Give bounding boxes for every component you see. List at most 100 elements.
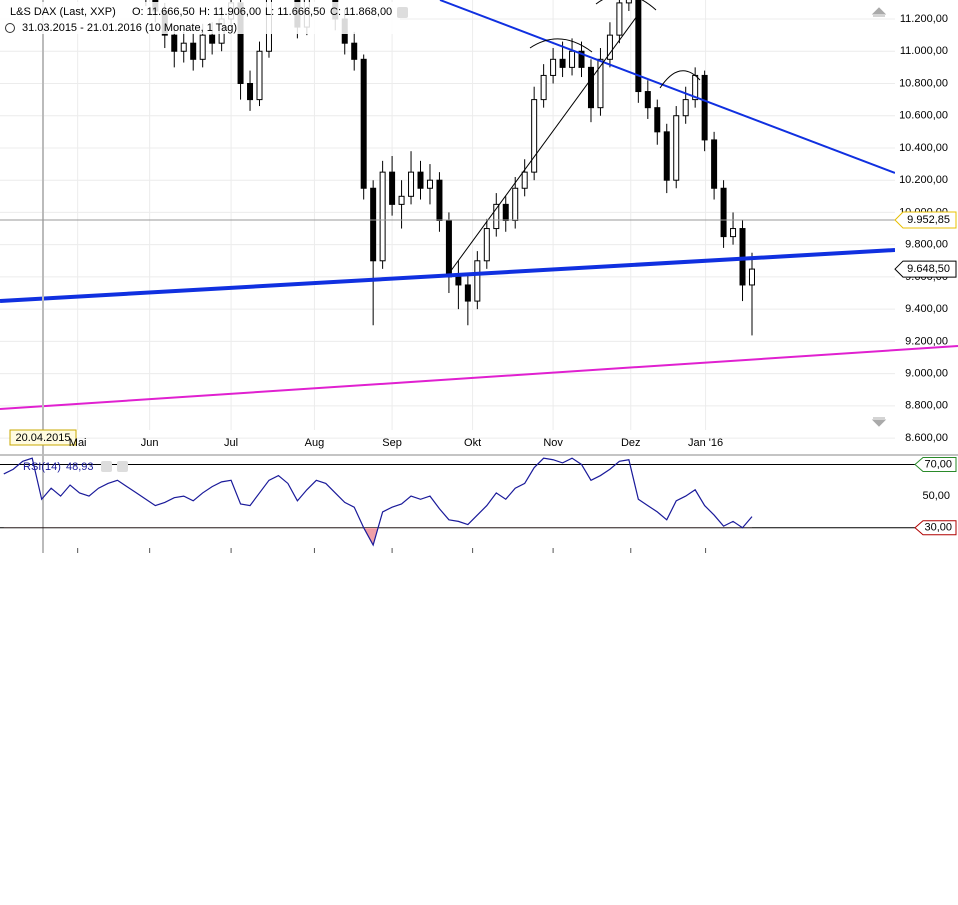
trend-line <box>439 0 895 174</box>
y-tick-label: 9.000,00 <box>905 368 948 380</box>
y-tick-label: 8.800,00 <box>905 400 948 412</box>
rsi-title: RSI(14) <box>23 461 61 473</box>
y-tick-label: 11.200,00 <box>900 13 948 25</box>
y-tick-label: 9.800,00 <box>905 239 948 251</box>
ohlc-open: O: 11.666,50 <box>132 6 195 18</box>
y-tick-label: 9.200,00 <box>905 335 948 347</box>
candle-body <box>606 34 613 60</box>
y-tick-label: 10.400,00 <box>899 142 948 154</box>
candle-body <box>559 58 566 68</box>
rsi-close[interactable] <box>117 461 128 472</box>
y-tick-label: 10.800,00 <box>899 77 948 89</box>
candle-body <box>199 34 206 60</box>
y-tick-label: 10.200,00 <box>899 174 948 186</box>
settings-icon[interactable] <box>397 7 408 18</box>
level-marker <box>914 520 957 536</box>
candle-body <box>720 187 727 238</box>
candle-body <box>550 58 557 76</box>
crosshair-label-box <box>9 429 77 446</box>
candle-body <box>682 99 689 117</box>
oversold-area <box>3 527 752 546</box>
candle-body <box>578 50 585 68</box>
crosshair-label: 20.04.2015 <box>15 432 70 444</box>
x-tick-label: Nov <box>543 437 563 449</box>
ohlc-high: H: 11.906,00 <box>199 6 261 18</box>
candle-body <box>512 187 519 221</box>
candle-body <box>360 58 367 189</box>
x-tick-label: Sep <box>382 437 402 449</box>
candle-body <box>247 82 254 101</box>
x-tick-label: Dez <box>621 437 641 449</box>
x-tick-label: Okt <box>464 437 481 449</box>
y-tick-label: 11.000,00 <box>900 45 948 57</box>
candle-body <box>370 187 377 262</box>
candle-body <box>436 179 443 221</box>
arc <box>595 0 657 11</box>
candle-body <box>455 276 462 286</box>
candle-body <box>445 219 452 278</box>
rsi-line <box>3 457 753 547</box>
candle-body <box>464 284 471 302</box>
ohlc-low: L: 11.666,50 <box>265 6 325 18</box>
scroll-up[interactable] <box>871 7 887 17</box>
period: 31.03.2015 - 21.01.2016 (10 Monate, 1 Ta… <box>22 22 237 34</box>
trend-line <box>449 11 641 273</box>
price-marker <box>894 260 957 278</box>
arc <box>659 70 701 89</box>
x-tick-label: Jan '16 <box>688 437 723 449</box>
instrument: L&S DAX (Last, XXP) <box>10 6 116 18</box>
candle-body <box>635 0 642 93</box>
candle-body <box>389 171 396 205</box>
candle-body <box>663 131 670 181</box>
candle-body <box>256 50 263 101</box>
candle-body <box>531 99 538 173</box>
candle-body <box>351 42 358 60</box>
candle-body <box>209 34 216 44</box>
candle-body <box>711 139 718 189</box>
price-marker-label: 9.648,50 <box>907 263 950 275</box>
drawings <box>0 0 895 303</box>
candle-body <box>190 42 197 60</box>
level-marker <box>914 456 957 472</box>
candle-body <box>502 203 509 221</box>
level-label: 30,00 <box>924 522 952 534</box>
x-tick-label: Jun <box>141 437 159 449</box>
candle-body <box>398 195 405 205</box>
level-label: 70,00 <box>924 458 952 470</box>
candle-body <box>521 171 528 189</box>
candle-body <box>483 228 490 262</box>
candle-body <box>540 74 547 101</box>
candle-body <box>474 260 481 302</box>
clock-icon <box>5 23 15 33</box>
candle-body <box>644 91 651 109</box>
candle-body <box>625 0 632 4</box>
channel-line <box>0 345 958 410</box>
candle-body <box>597 58 604 109</box>
price-marker <box>894 211 957 229</box>
arc <box>529 38 593 53</box>
candle-body <box>426 179 433 189</box>
candle-body <box>180 42 187 52</box>
header-bg <box>0 2 400 34</box>
candle-body <box>408 171 415 197</box>
candle-body <box>587 66 594 109</box>
candle-body <box>701 74 708 141</box>
candle-body <box>730 228 737 238</box>
rsi-current: 48,93 <box>66 461 94 473</box>
x-tick-label: Mai <box>69 437 87 449</box>
candle-body <box>569 50 576 68</box>
x-tick-label: Jul <box>224 437 238 449</box>
x-tick-label: Aug <box>305 437 325 449</box>
candle-body <box>654 107 661 133</box>
candle-body <box>673 115 680 181</box>
candle-body <box>379 171 386 262</box>
trend-line <box>0 248 895 303</box>
rsi-settings[interactable] <box>101 461 112 472</box>
candle-body <box>616 2 623 36</box>
scroll-down[interactable] <box>871 417 887 427</box>
candle-body <box>493 203 500 230</box>
price-marker-label: 9.952,85 <box>907 214 950 226</box>
candle-body <box>748 268 755 286</box>
y-tick-label: 50,00 <box>922 490 950 502</box>
